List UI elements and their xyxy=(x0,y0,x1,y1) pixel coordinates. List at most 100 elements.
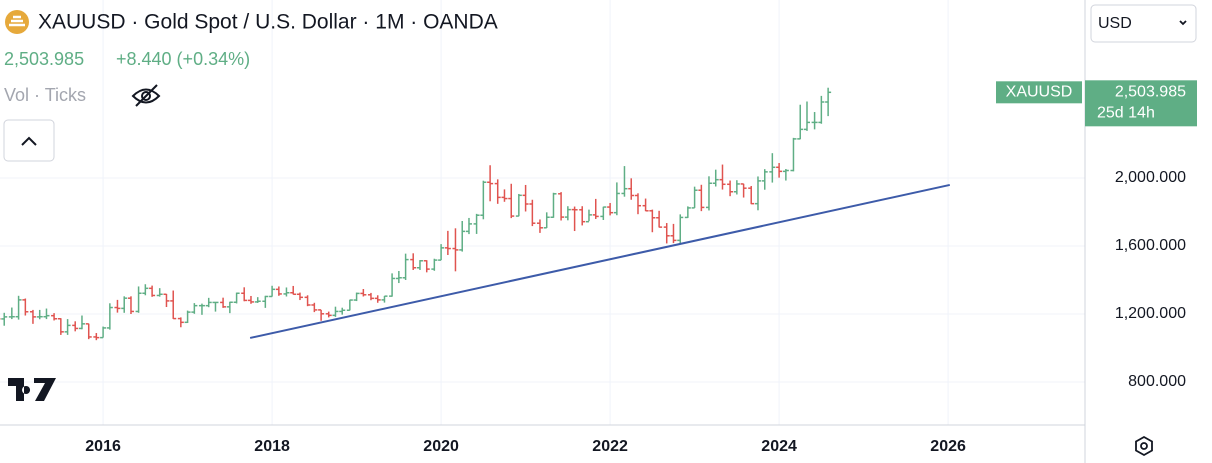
ohlc-bar xyxy=(254,297,261,303)
ohlc-bar xyxy=(360,289,367,297)
ohlc-bar xyxy=(761,169,768,190)
volume-indicator[interactable]: Vol · Ticks xyxy=(4,85,86,105)
ohlc-bar xyxy=(754,176,761,211)
ohlc-bar xyxy=(241,287,248,302)
ohlc-bar xyxy=(663,223,670,244)
ohlc-bar xyxy=(72,321,79,332)
y-tick-label: 1,600.000 xyxy=(1115,237,1186,254)
ohlc-bar xyxy=(367,292,374,301)
last-price: 2,503.985 xyxy=(4,49,84,69)
ohlc-bar xyxy=(431,258,438,271)
trend-line xyxy=(249,183,951,339)
ohlc-bar xyxy=(78,315,85,330)
ohlc-bar xyxy=(177,317,184,328)
currency-dropdown[interactable]: USD xyxy=(1090,4,1197,43)
settings-icon-center xyxy=(1140,442,1148,450)
ohlc-bar xyxy=(262,295,269,308)
ohlc-bar xyxy=(296,292,303,301)
ohlc-bar xyxy=(205,297,212,308)
ohlc-bar xyxy=(85,323,92,340)
ohlc-bar xyxy=(233,292,240,304)
ohlc-bar xyxy=(198,303,205,315)
ohlc-bar xyxy=(607,202,614,216)
ohlc-bar xyxy=(127,296,134,314)
ohlc-bar xyxy=(374,295,381,303)
ohlc-bar xyxy=(740,183,747,198)
ohlc-bar xyxy=(389,273,396,297)
ohlc-bar xyxy=(135,286,142,313)
ohlc-bar xyxy=(346,299,353,311)
ohlc-bar xyxy=(8,307,15,320)
ohlc-bar xyxy=(212,301,219,312)
ohlc-bar xyxy=(93,333,100,341)
ohlc-bar xyxy=(748,185,755,205)
symbol-tag-label: XAUUSD xyxy=(1006,84,1073,101)
ohlc-bar xyxy=(410,253,417,270)
y-tick-label: 2,000.000 xyxy=(1115,169,1186,186)
ohlc-bar xyxy=(114,299,121,313)
ohlc-bar xyxy=(776,163,783,178)
x-tick-label: 2026 xyxy=(930,438,966,455)
ohlc-bar xyxy=(15,295,22,320)
ohlc-bar xyxy=(247,295,254,304)
ohlc-bar xyxy=(634,193,641,215)
grid xyxy=(0,0,1085,425)
ohlc-bar xyxy=(452,228,459,272)
settings-icon[interactable] xyxy=(1135,435,1153,457)
ohlc-bar xyxy=(51,313,58,321)
x-tick-label: 2022 xyxy=(592,438,628,455)
ohlc-bar xyxy=(803,101,810,131)
ohlc-bar xyxy=(184,310,191,324)
ohlc-bar xyxy=(529,199,536,227)
ohlc-bar xyxy=(381,295,388,303)
ohlc-bar xyxy=(402,253,409,280)
ohlc-bar xyxy=(691,186,698,209)
y-tick-label: 800.000 xyxy=(1128,373,1186,390)
ohlc-bar xyxy=(106,303,113,330)
ohlc-bar xyxy=(677,214,684,244)
symbol-tag xyxy=(996,81,1082,104)
ohlc-bar xyxy=(769,153,776,183)
ohlc-bar xyxy=(536,219,543,233)
price-change: +8.440 (+0.34%) xyxy=(116,49,250,69)
hide-icon[interactable] xyxy=(131,84,161,107)
ohlc-bar xyxy=(43,308,50,320)
ohlc-bar xyxy=(705,176,712,211)
ohlc-bar xyxy=(656,210,663,228)
ohlc-bar xyxy=(571,206,578,232)
ohlc-bar xyxy=(353,292,360,302)
x-tick-label: 2018 xyxy=(254,438,290,455)
price-labels: XAUUSD 2,503.985 25d 14h xyxy=(996,80,1197,127)
x-tick-label: 2024 xyxy=(761,438,797,455)
ohlc-bar xyxy=(698,184,705,212)
ohlc-bar xyxy=(121,296,128,313)
ohlc-bar xyxy=(564,206,571,221)
ohlc-bar xyxy=(684,206,691,219)
symbol-icon-mark xyxy=(9,15,25,27)
ohlc-bar xyxy=(585,209,592,223)
ohlc-bar xyxy=(64,319,71,335)
ohlc-bar xyxy=(613,182,620,216)
ohlc-bar xyxy=(712,169,719,187)
x-tick-label: 2016 xyxy=(85,438,121,455)
ohlc-bar xyxy=(473,213,480,234)
ohlc-bar xyxy=(283,287,290,297)
ohlc-bar xyxy=(522,184,529,212)
ohlc-bar xyxy=(600,206,607,220)
chart-title[interactable]: XAUUSD · Gold Spot / U.S. Dollar · 1M · … xyxy=(38,11,498,34)
ohlc-bar xyxy=(515,193,522,217)
ohlc-bar xyxy=(395,270,402,284)
ohlc-bar xyxy=(29,309,36,324)
ohlc-bar xyxy=(621,166,628,197)
ohlc-bar xyxy=(487,165,494,202)
ohlc-bar xyxy=(220,297,227,308)
ohlc-bar xyxy=(649,209,656,233)
ohlc-bar xyxy=(156,288,163,297)
currency-label: USD xyxy=(1098,15,1132,32)
ohlc-bar xyxy=(57,318,64,335)
ohlc-bar xyxy=(339,307,346,315)
ohlc-bar xyxy=(290,285,297,296)
collapse-button[interactable] xyxy=(3,119,55,162)
ohlc-bar xyxy=(163,293,170,308)
ohlc-bar xyxy=(628,178,635,200)
